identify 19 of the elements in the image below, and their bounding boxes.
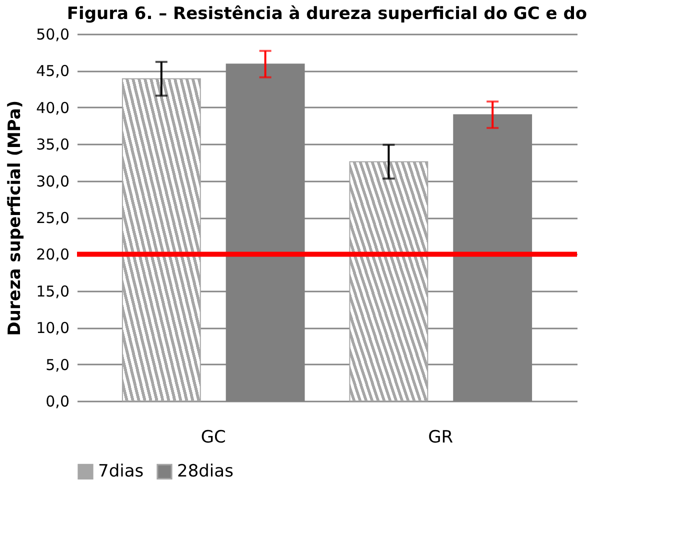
y-tick-label: 45,0 — [36, 62, 70, 80]
chart-title: Figura 6. – Resistência à dureza superficial do GC e do — [66, 4, 588, 24]
y-tick-label: 35,0 — [36, 136, 70, 154]
y-tick-label: 25,0 — [36, 209, 70, 227]
y-tick-label: 30,0 — [36, 172, 70, 190]
y-tick-label: 0,0 — [46, 392, 70, 410]
y-tick-label: 50,0 — [36, 26, 70, 44]
legend-label: 7dias — [98, 462, 144, 482]
x-tick-label: GC — [200, 428, 226, 448]
x-tick-label: GR — [428, 428, 454, 448]
bar — [349, 161, 428, 402]
y-tick-label: 15,0 — [36, 282, 70, 300]
y-tick-label: 20,0 — [36, 246, 70, 264]
y-tick-label: 40,0 — [36, 98, 70, 117]
legend-label: 28dias — [177, 462, 234, 482]
y-tick-label: 10,0 — [36, 319, 70, 338]
y-axis-title: Dureza superficial (MPa) — [5, 100, 26, 336]
bar — [122, 78, 201, 402]
y-tick-label: 5,0 — [46, 356, 70, 374]
